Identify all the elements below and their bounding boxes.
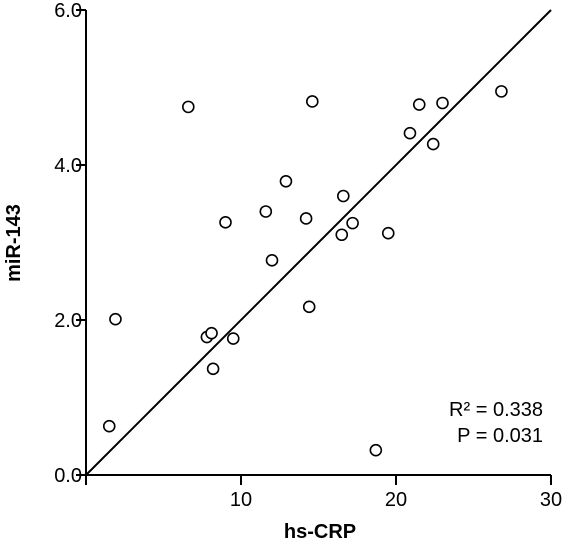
data-point <box>381 226 395 240</box>
y-tick-label: 6.0 <box>54 0 82 22</box>
y-tick-label: 4.0 <box>54 155 82 177</box>
data-point <box>109 312 122 326</box>
data-points <box>102 85 508 457</box>
data-point <box>336 189 350 203</box>
data-point <box>335 228 349 242</box>
data-point <box>219 216 232 229</box>
y-ticks: 0.0 2.0 4.0 6.0 <box>54 0 86 487</box>
data-point <box>495 85 508 98</box>
regression-line <box>85 9 552 476</box>
data-point <box>102 419 116 433</box>
y-axis-title: miR-143 <box>3 204 25 282</box>
axes <box>85 10 551 476</box>
data-point <box>279 174 293 188</box>
data-point <box>305 95 319 108</box>
y-tick-label: 2.0 <box>54 310 82 332</box>
data-point <box>412 98 426 111</box>
x-tick-label: 20 <box>385 489 407 511</box>
data-point <box>265 254 279 267</box>
data-point <box>182 100 195 114</box>
x-axis-title: hs-CRP <box>284 521 356 543</box>
y-tick-label: 0.0 <box>54 465 82 487</box>
data-point <box>259 205 273 218</box>
data-point <box>346 216 359 230</box>
x-tick-label: 30 <box>540 489 562 511</box>
data-point <box>426 137 440 151</box>
x-ticks: 10 20 30 <box>85 475 562 511</box>
p-value-annotation: P = 0.031 <box>457 425 543 447</box>
data-point <box>299 212 313 225</box>
data-point <box>205 326 218 340</box>
x-tick-label: 10 <box>230 489 252 511</box>
data-point <box>302 300 316 314</box>
data-point <box>369 443 383 457</box>
data-point <box>436 96 449 110</box>
data-point <box>206 362 220 376</box>
r-squared-annotation: R² = 0.338 <box>449 399 543 421</box>
data-point <box>226 332 240 345</box>
data-point <box>403 126 417 140</box>
